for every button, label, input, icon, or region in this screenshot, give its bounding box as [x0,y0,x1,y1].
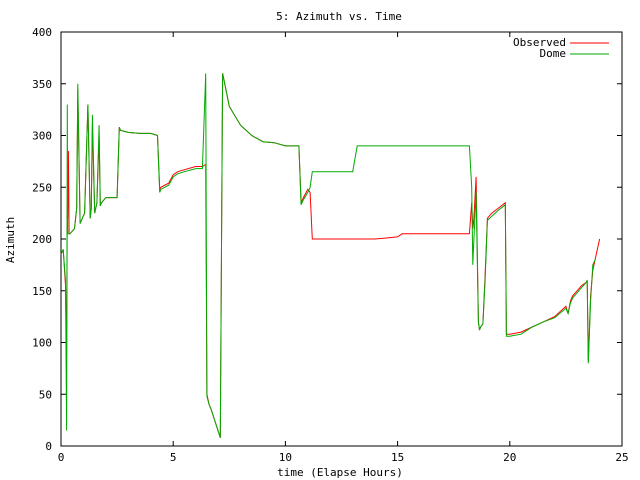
legend: Observed Dome [513,36,609,60]
y-tick-label: 100 [32,337,52,350]
x-tick-label: 10 [279,451,292,464]
x-tick-label: 20 [503,451,516,464]
y-axis-label: Azimuth [4,217,17,263]
y-axis: 0 50 100 150 200 250 300 350 400 [32,26,622,453]
y-tick-label: 150 [32,285,52,298]
x-tick-label: 25 [615,451,628,464]
legend-label-observed: Observed [513,36,566,49]
y-tick-label: 200 [32,233,52,246]
chart-title: 5: Azimuth vs. Time [276,10,402,23]
x-axis-label: time (Elapse Hours) [277,466,403,479]
series-layer [60,73,601,438]
x-tick-label: 15 [391,451,404,464]
y-tick-label: 350 [32,78,52,91]
x-tick-label: 5 [170,451,177,464]
y-tick-label: 400 [32,26,52,39]
x-axis: 0 5 10 15 20 25 [58,32,629,464]
legend-label-dome: Dome [540,47,567,60]
series-line-observed [60,73,601,438]
y-tick-label: 250 [32,181,52,194]
y-tick-label: 50 [39,388,52,401]
x-tick-label: 0 [58,451,65,464]
y-tick-label: 0 [45,440,52,453]
y-tick-label: 300 [32,130,52,143]
series-line-dome [60,73,596,438]
